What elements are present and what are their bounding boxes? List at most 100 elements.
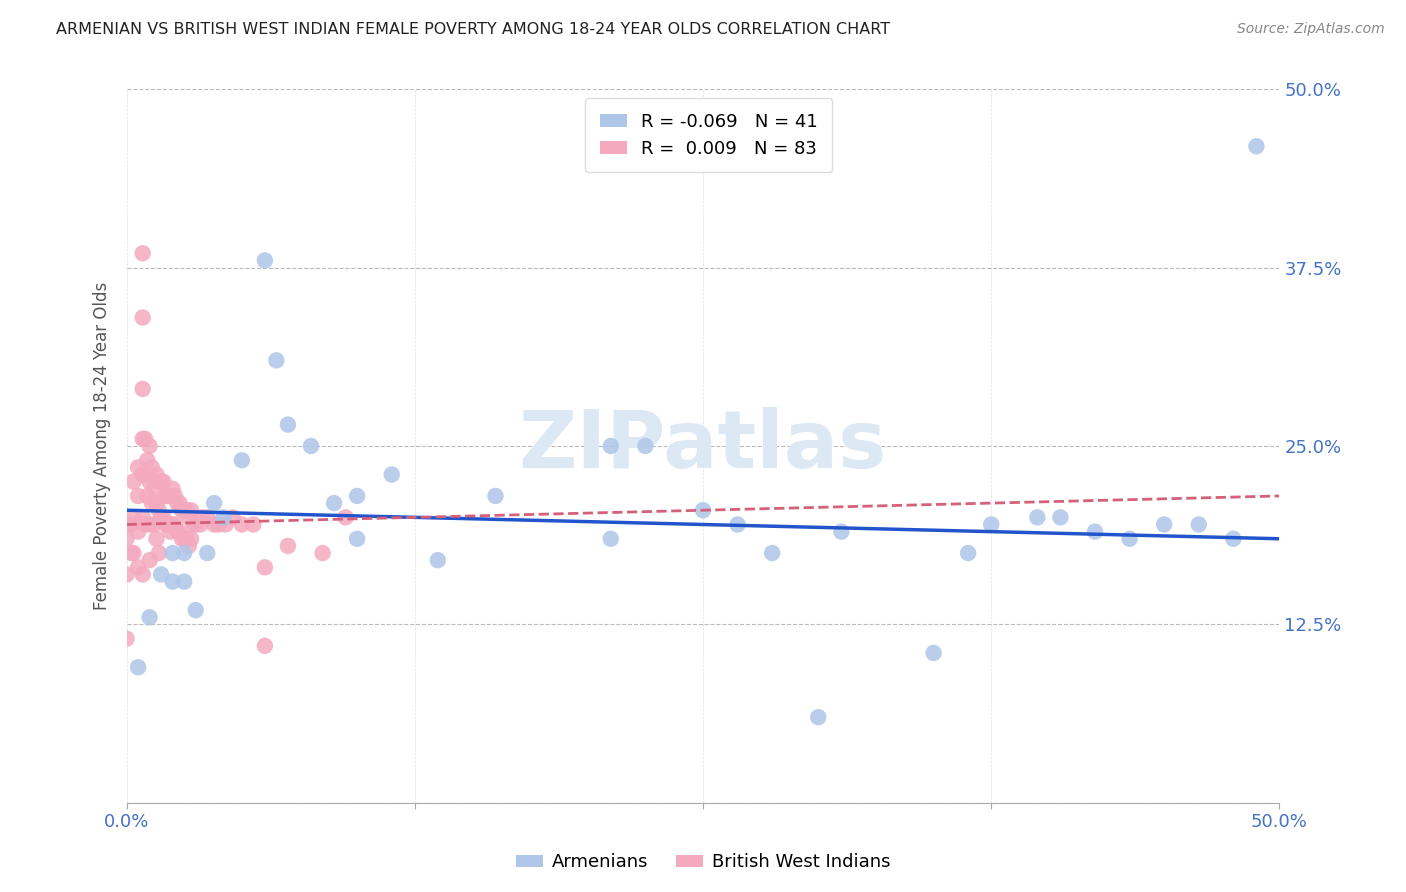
British West Indians [127, 489, 149, 503]
Armenians [1246, 139, 1268, 153]
Armenians [761, 546, 783, 560]
British West Indians [138, 553, 160, 567]
Armenians [346, 489, 368, 503]
British West Indians [131, 246, 153, 260]
Armenians [162, 546, 184, 560]
British West Indians [155, 517, 177, 532]
British West Indians [231, 517, 253, 532]
Armenians [184, 603, 207, 617]
Armenians [1188, 517, 1211, 532]
British West Indians [148, 503, 170, 517]
British West Indians [143, 482, 166, 496]
British West Indians [180, 532, 202, 546]
Armenians [807, 710, 830, 724]
Armenians [692, 503, 714, 517]
Armenians [1049, 510, 1071, 524]
British West Indians [134, 517, 156, 532]
British West Indians [138, 475, 160, 489]
British West Indians [180, 503, 202, 517]
Armenians [162, 574, 184, 589]
British West Indians [152, 475, 174, 489]
British West Indians [208, 517, 231, 532]
British West Indians [215, 517, 238, 532]
British West Indians [145, 467, 167, 482]
Armenians [727, 517, 749, 532]
British West Indians [131, 510, 153, 524]
British West Indians [335, 510, 357, 524]
Armenians [253, 253, 276, 268]
British West Indians [173, 532, 195, 546]
Armenians [212, 510, 235, 524]
British West Indians [169, 496, 191, 510]
Text: ARMENIAN VS BRITISH WEST INDIAN FEMALE POVERTY AMONG 18-24 YEAR OLDS CORRELATION: ARMENIAN VS BRITISH WEST INDIAN FEMALE P… [56, 22, 890, 37]
Text: Source: ZipAtlas.com: Source: ZipAtlas.com [1237, 22, 1385, 37]
Armenians [266, 353, 288, 368]
Armenians [173, 546, 195, 560]
British West Indians [120, 517, 142, 532]
British West Indians [177, 539, 200, 553]
British West Indians [127, 560, 149, 574]
British West Indians [134, 467, 156, 482]
British West Indians [127, 460, 149, 475]
British West Indians [170, 532, 193, 546]
British West Indians [253, 639, 276, 653]
British West Indians [131, 567, 153, 582]
Armenians [634, 439, 657, 453]
Armenians [173, 574, 195, 589]
Legend: R = -0.069   N = 41, R =  0.009   N = 83: R = -0.069 N = 41, R = 0.009 N = 83 [585, 98, 832, 172]
British West Indians [169, 524, 191, 539]
Armenians [1153, 517, 1175, 532]
British West Indians [188, 517, 211, 532]
Armenians [127, 660, 149, 674]
Armenians [1084, 524, 1107, 539]
Armenians [484, 489, 506, 503]
British West Indians [221, 510, 243, 524]
British West Indians [134, 432, 156, 446]
Armenians [922, 646, 945, 660]
British West Indians [253, 560, 276, 574]
British West Indians [131, 467, 153, 482]
British West Indians [141, 496, 163, 510]
Armenians [957, 546, 980, 560]
British West Indians [120, 546, 142, 560]
Armenians [323, 496, 346, 510]
British West Indians [191, 510, 214, 524]
British West Indians [115, 532, 138, 546]
British West Indians [173, 503, 195, 517]
British West Indians [122, 510, 145, 524]
British West Indians [145, 496, 167, 510]
Armenians [150, 567, 173, 582]
British West Indians [138, 439, 160, 453]
British West Indians [170, 503, 193, 517]
British West Indians [183, 517, 205, 532]
Text: ZIPatlas: ZIPatlas [519, 407, 887, 485]
Armenians [299, 439, 322, 453]
British West Indians [159, 524, 181, 539]
British West Indians [202, 517, 225, 532]
British West Indians [311, 546, 333, 560]
British West Indians [150, 475, 173, 489]
Armenians [599, 532, 621, 546]
British West Indians [152, 510, 174, 524]
British West Indians [177, 510, 200, 524]
Armenians [346, 532, 368, 546]
British West Indians [141, 460, 163, 475]
Armenians [980, 517, 1002, 532]
Armenians [138, 610, 160, 624]
British West Indians [143, 517, 166, 532]
British West Indians [157, 489, 180, 503]
British West Indians [162, 517, 184, 532]
British West Indians [157, 517, 180, 532]
British West Indians [138, 517, 160, 532]
British West Indians [166, 524, 188, 539]
Armenians [1222, 532, 1244, 546]
British West Indians [150, 510, 173, 524]
British West Indians [115, 632, 138, 646]
Armenians [1118, 532, 1140, 546]
Armenians [830, 524, 852, 539]
British West Indians [145, 532, 167, 546]
British West Indians [122, 475, 145, 489]
Armenians [1026, 510, 1049, 524]
British West Indians [115, 567, 138, 582]
British West Indians [195, 510, 218, 524]
